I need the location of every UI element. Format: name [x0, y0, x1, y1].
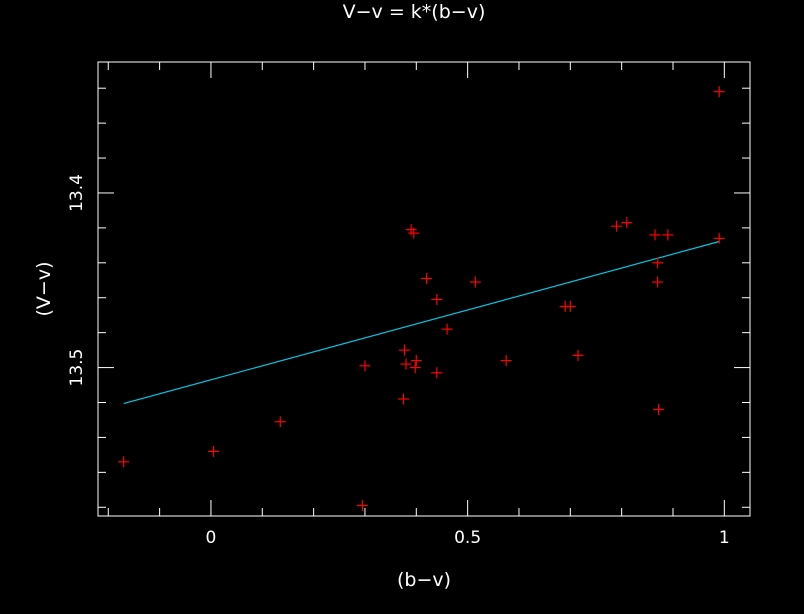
axis-ticks: [98, 62, 750, 516]
data-point: [662, 229, 674, 241]
data-point: [621, 217, 633, 229]
data-point: [713, 86, 725, 98]
data-point: [274, 416, 286, 428]
data-point: [564, 300, 576, 312]
axis-tick-labels: 0 0.5 1 13.4 13.5: [67, 174, 730, 548]
data-point: [652, 257, 664, 269]
data-point: [441, 323, 453, 335]
x-tick-label: 0: [206, 528, 217, 548]
data-point: [410, 355, 422, 367]
x-tick-label: 0.5: [454, 528, 481, 548]
data-point: [649, 229, 661, 241]
data-point: [356, 500, 368, 512]
plot-frame: [97, 61, 751, 517]
data-point: [398, 344, 410, 356]
data-point: [652, 276, 664, 288]
data-point: [421, 273, 433, 285]
x-tick-label: 1: [719, 528, 730, 548]
data-point: [500, 355, 512, 367]
data-point: [118, 456, 130, 468]
data-point: [469, 276, 481, 288]
y-tick-label: 13.4: [67, 174, 87, 212]
data-point: [400, 358, 412, 370]
data-point: [431, 293, 443, 305]
y-tick-label: 13.5: [67, 349, 87, 387]
data-point: [713, 232, 725, 244]
data-points: [118, 86, 725, 512]
data-point: [359, 360, 371, 372]
data-point: [408, 227, 420, 239]
data-point: [208, 445, 220, 457]
x-axis-label: (b−v): [397, 569, 451, 591]
data-point: [653, 403, 665, 415]
data-point: [572, 349, 584, 361]
y-axis-label: (V−v): [33, 262, 55, 317]
fit-line: [123, 240, 720, 405]
chart-title: V−v = k*(b−v): [343, 1, 486, 23]
data-point: [611, 220, 623, 232]
data-point: [409, 362, 421, 374]
data-point: [397, 393, 409, 405]
data-point: [431, 367, 443, 379]
